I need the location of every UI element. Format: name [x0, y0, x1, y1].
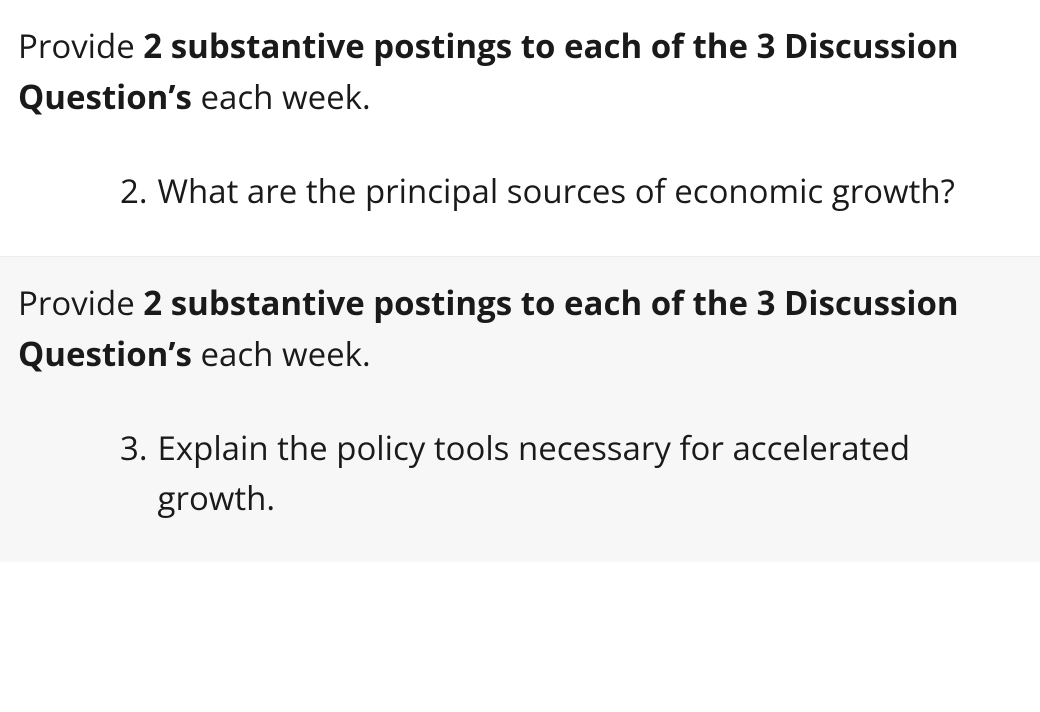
- instruction-suffix: each week.: [192, 74, 371, 119]
- question-text: What are the principal sources of econom…: [158, 166, 1012, 216]
- instruction-text-1: Provide 2 substantive postings to each o…: [18, 20, 1022, 122]
- question-number: 2.: [120, 166, 158, 216]
- instruction-prefix: Provide: [18, 280, 143, 325]
- question-item-3: 3. Explain the policy tools necessary fo…: [18, 423, 1022, 522]
- instruction-bold: 2 substantive postings to each of the 3 …: [18, 280, 959, 376]
- instruction-prefix: Provide: [18, 23, 143, 68]
- question-item-2: 2. What are the principal sources of eco…: [18, 166, 1022, 216]
- discussion-section-1: Provide 2 substantive postings to each o…: [0, 0, 1040, 256]
- instruction-text-2: Provide 2 substantive postings to each o…: [18, 277, 1022, 379]
- question-number: 3.: [120, 423, 158, 473]
- question-text: Explain the policy tools necessary for a…: [158, 423, 1012, 522]
- discussion-section-2: Provide 2 substantive postings to each o…: [0, 256, 1040, 562]
- instruction-bold: 2 substantive postings to each of the 3 …: [18, 23, 959, 119]
- instruction-suffix: each week.: [192, 331, 371, 376]
